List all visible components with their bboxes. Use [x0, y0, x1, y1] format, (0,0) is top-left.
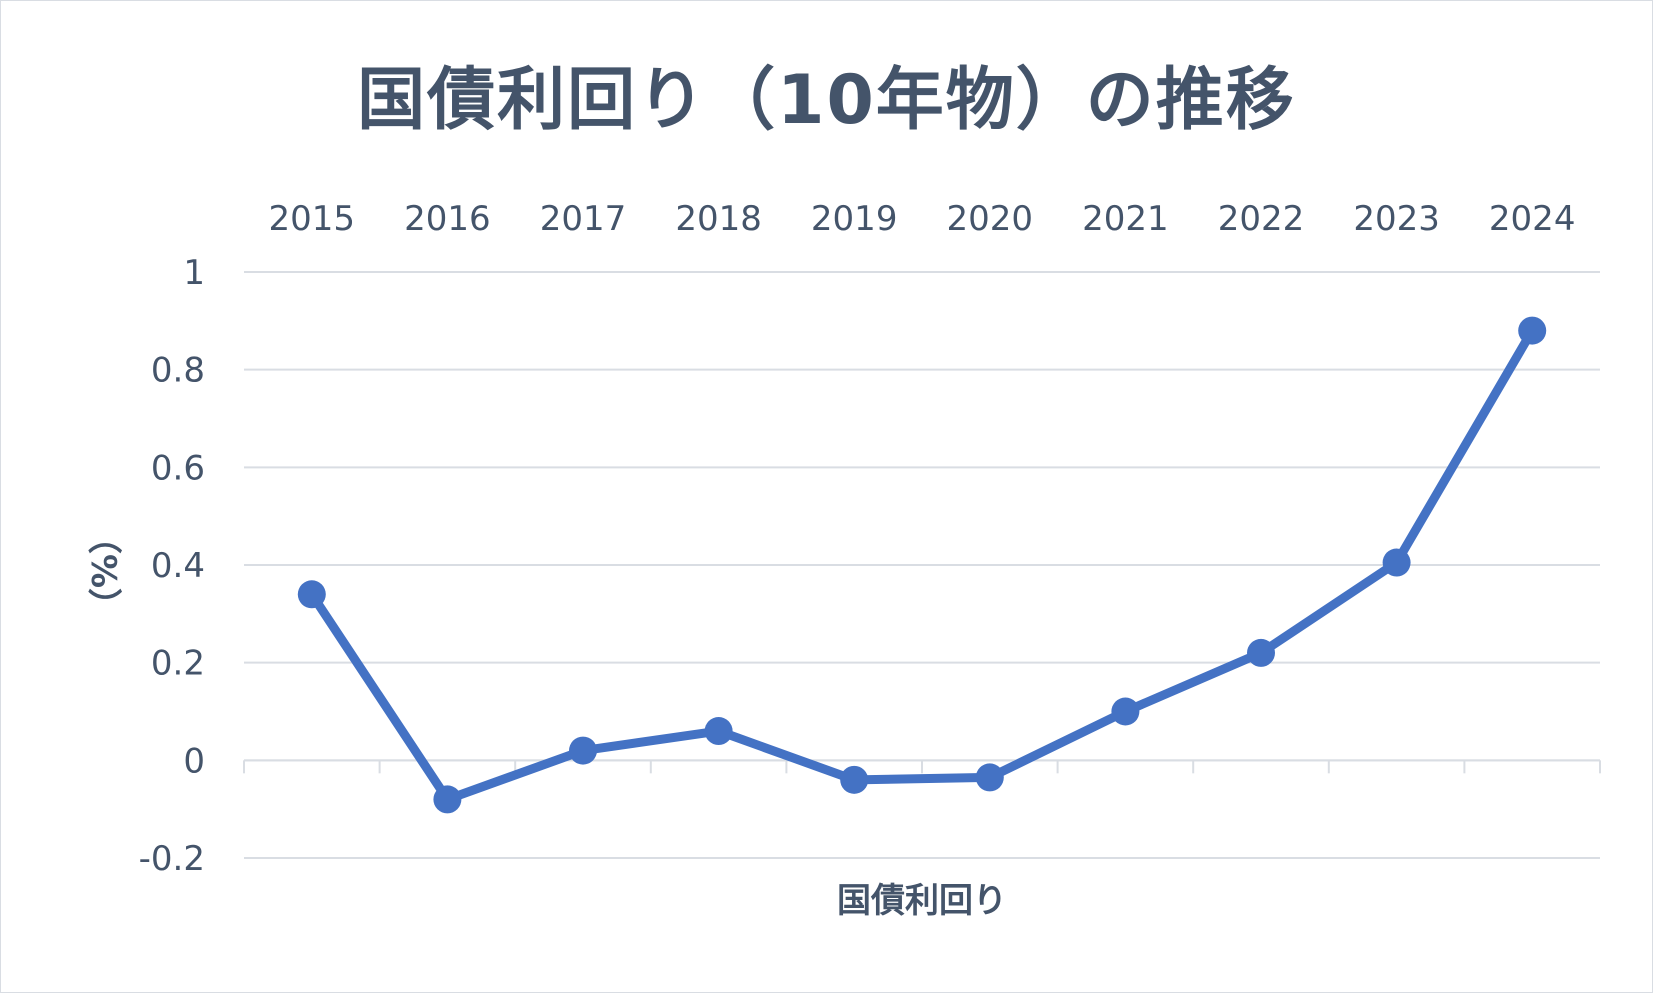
- series-layer: [297, 316, 1547, 814]
- data-point: [1111, 697, 1140, 726]
- x-tick-label: 2019: [811, 199, 898, 239]
- y-tick-label: -0.2: [139, 839, 205, 879]
- y-tick-label: 1: [183, 253, 205, 293]
- x-tick-label: 2022: [1218, 199, 1305, 239]
- x-tick-label: 2018: [675, 199, 762, 239]
- series-line: [307, 326, 1537, 804]
- x-tick-label: 2023: [1353, 199, 1440, 239]
- data-point: [433, 785, 462, 814]
- data-point: [1247, 638, 1275, 667]
- data-point: [1518, 316, 1547, 345]
- y-tick-label: 0.6: [151, 448, 205, 488]
- data-point: [704, 717, 733, 746]
- x-axis-tick-labels: 2015 2016 2017 2018 2019 2020 2021 2022 2023 2024: [269, 199, 1576, 239]
- y-tick-label: 0.4: [151, 546, 205, 586]
- x-tick-label: 2020: [947, 199, 1034, 239]
- data-point: [569, 736, 597, 765]
- data-point: [297, 580, 326, 609]
- x-tick-label: 2024: [1489, 199, 1576, 239]
- y-axis-title: （%）: [83, 520, 123, 622]
- y-tick-label: 0.2: [151, 644, 205, 684]
- y-tick-label: 0.8: [151, 351, 205, 391]
- x-tick-label: 2021: [1082, 199, 1169, 239]
- data-point: [975, 763, 1004, 792]
- x-tick-label: 2015: [269, 199, 356, 239]
- x-tick-label: 2016: [404, 199, 491, 239]
- x-axis-title: 国債利回り: [837, 881, 1007, 921]
- data-point: [840, 765, 869, 794]
- x-tick-label: 2017: [540, 199, 627, 239]
- data-point: [1382, 548, 1411, 577]
- x-axis: [243, 759, 1601, 774]
- chart-title: 国債利回り（10年物）の推移: [357, 61, 1296, 140]
- y-tick-label: 0: [183, 741, 205, 781]
- y-axis-tick-labels: 1 0.8 0.6 0.4 0.2 0 -0.2: [139, 253, 205, 879]
